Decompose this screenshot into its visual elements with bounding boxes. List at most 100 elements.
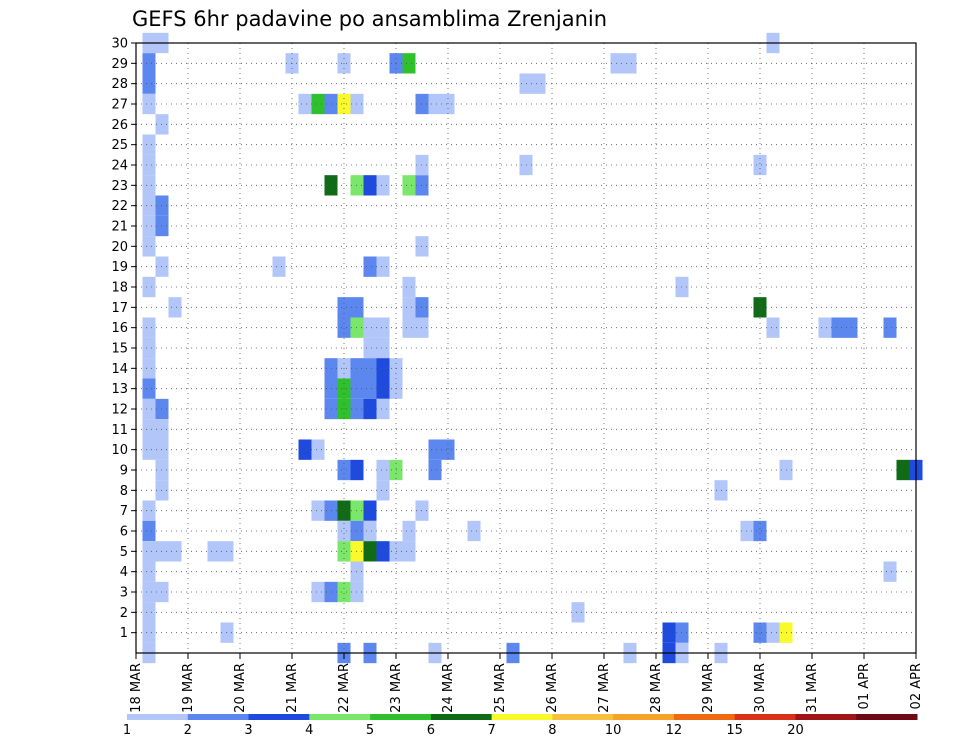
precip-cell <box>753 622 767 643</box>
precip-cell <box>142 622 156 643</box>
precip-cell <box>363 541 377 562</box>
precip-cell <box>818 317 832 338</box>
precip-cell <box>883 561 897 582</box>
y-tick-label: 10 <box>111 443 128 458</box>
precip-cell <box>142 378 156 399</box>
precip-cell <box>272 256 286 277</box>
legend-level-label: 5 <box>366 723 374 738</box>
y-tick-label: 27 <box>111 98 128 113</box>
precip-cell <box>142 276 156 298</box>
precip-cell <box>402 520 416 542</box>
precip-cell <box>207 541 221 562</box>
precip-cell <box>337 520 351 542</box>
grid-layer <box>135 42 917 653</box>
x-tick-label: 24 MAR <box>441 663 456 713</box>
y-tick-label: 15 <box>111 342 128 357</box>
y-tick-label: 20 <box>111 240 128 255</box>
legend-swatch <box>856 714 918 720</box>
legend-swatch <box>309 714 371 720</box>
legend-level-label: 1 <box>123 723 131 738</box>
cells-layer <box>142 32 923 664</box>
legend-level-label: 15 <box>726 723 743 738</box>
precip-cell <box>623 53 637 74</box>
y-tick-label: 17 <box>111 301 128 316</box>
precip-cell <box>363 256 377 277</box>
precip-cell <box>376 398 390 420</box>
y-tick-label: 18 <box>111 281 128 296</box>
y-tick-label: 23 <box>111 179 128 194</box>
precip-cell <box>142 602 156 623</box>
y-tick-label: 26 <box>111 118 128 133</box>
precip-cell <box>753 297 767 318</box>
legend-swatch <box>127 714 189 720</box>
precip-cell <box>337 459 351 481</box>
legend-level-label: 20 <box>787 723 804 738</box>
x-axis-ticks: 18 MAR 19 MAR 20 MAR 21 MAR 22 MAR 23 MAR 24 M… <box>129 653 924 713</box>
precip-cell <box>298 439 312 460</box>
legend-level-label: 4 <box>305 723 313 738</box>
legend-level-label: 2 <box>184 723 192 738</box>
precip-cell <box>571 602 585 623</box>
precip-cell <box>142 541 156 562</box>
y-tick-label: 22 <box>111 199 128 214</box>
y-tick-label: 2 <box>120 606 128 621</box>
legend-swatch <box>430 714 493 720</box>
precip-cell <box>376 480 390 501</box>
y-tick-label: 29 <box>111 57 128 72</box>
precip-cell <box>402 276 416 298</box>
y-tick-label: 25 <box>111 138 128 153</box>
precip-cell <box>311 93 325 115</box>
x-tick-label: 29 MAR <box>701 663 716 713</box>
x-tick-label: 01 APR <box>857 663 872 709</box>
y-tick-label: 7 <box>120 504 128 519</box>
x-tick-label: 30 MAR <box>753 663 768 713</box>
precip-cell <box>402 175 416 196</box>
precip-cell <box>142 439 156 460</box>
y-tick-label: 9 <box>120 464 128 479</box>
y-tick-label: 21 <box>111 220 128 235</box>
x-tick-label: 22 MAR <box>337 663 352 713</box>
precip-cell <box>142 73 156 94</box>
x-tick-label: 27 MAR <box>597 663 612 713</box>
precip-cell <box>168 297 182 318</box>
y-tick-label: 30 <box>111 37 128 52</box>
precip-cell <box>337 317 351 338</box>
precip-cell <box>831 317 845 338</box>
precip-cell <box>142 500 156 521</box>
y-axis-ticks: 1234567891011121314151617181920212223242… <box>111 37 136 641</box>
y-tick-label: 5 <box>120 545 128 560</box>
precip-cell <box>142 520 156 542</box>
precip-cell <box>337 297 351 318</box>
precip-cell <box>311 500 325 521</box>
y-tick-label: 1 <box>120 626 128 641</box>
legend-level-label: 8 <box>548 723 556 738</box>
x-tick-label: 26 MAR <box>545 663 560 713</box>
precip-cell <box>142 358 156 379</box>
precip-cell <box>142 317 156 338</box>
precip-cell <box>662 622 676 643</box>
precip-cell <box>532 73 546 94</box>
legend-swatch <box>552 714 614 720</box>
precip-cell <box>337 500 351 521</box>
y-tick-label: 12 <box>111 403 128 418</box>
precip-cell <box>168 541 182 562</box>
legend-swatch <box>613 714 675 720</box>
precip-cell <box>883 317 897 338</box>
precip-cell <box>376 459 390 481</box>
precip-cell <box>142 419 156 440</box>
y-tick-label: 8 <box>120 484 128 499</box>
x-tick-label: 31 MAR <box>805 663 820 713</box>
y-tick-label: 4 <box>120 565 128 580</box>
y-tick-label: 19 <box>111 260 128 275</box>
y-tick-label: 11 <box>111 423 128 438</box>
precip-cell <box>363 378 377 399</box>
precip-cell <box>402 541 416 562</box>
precip-cell <box>142 337 156 359</box>
y-tick-label: 16 <box>111 321 128 336</box>
precip-cell <box>753 520 767 542</box>
y-tick-label: 24 <box>111 159 128 174</box>
precip-cell <box>376 378 390 399</box>
precip-cell <box>142 175 156 196</box>
precip-cell <box>363 175 377 196</box>
precip-cell <box>142 195 156 216</box>
